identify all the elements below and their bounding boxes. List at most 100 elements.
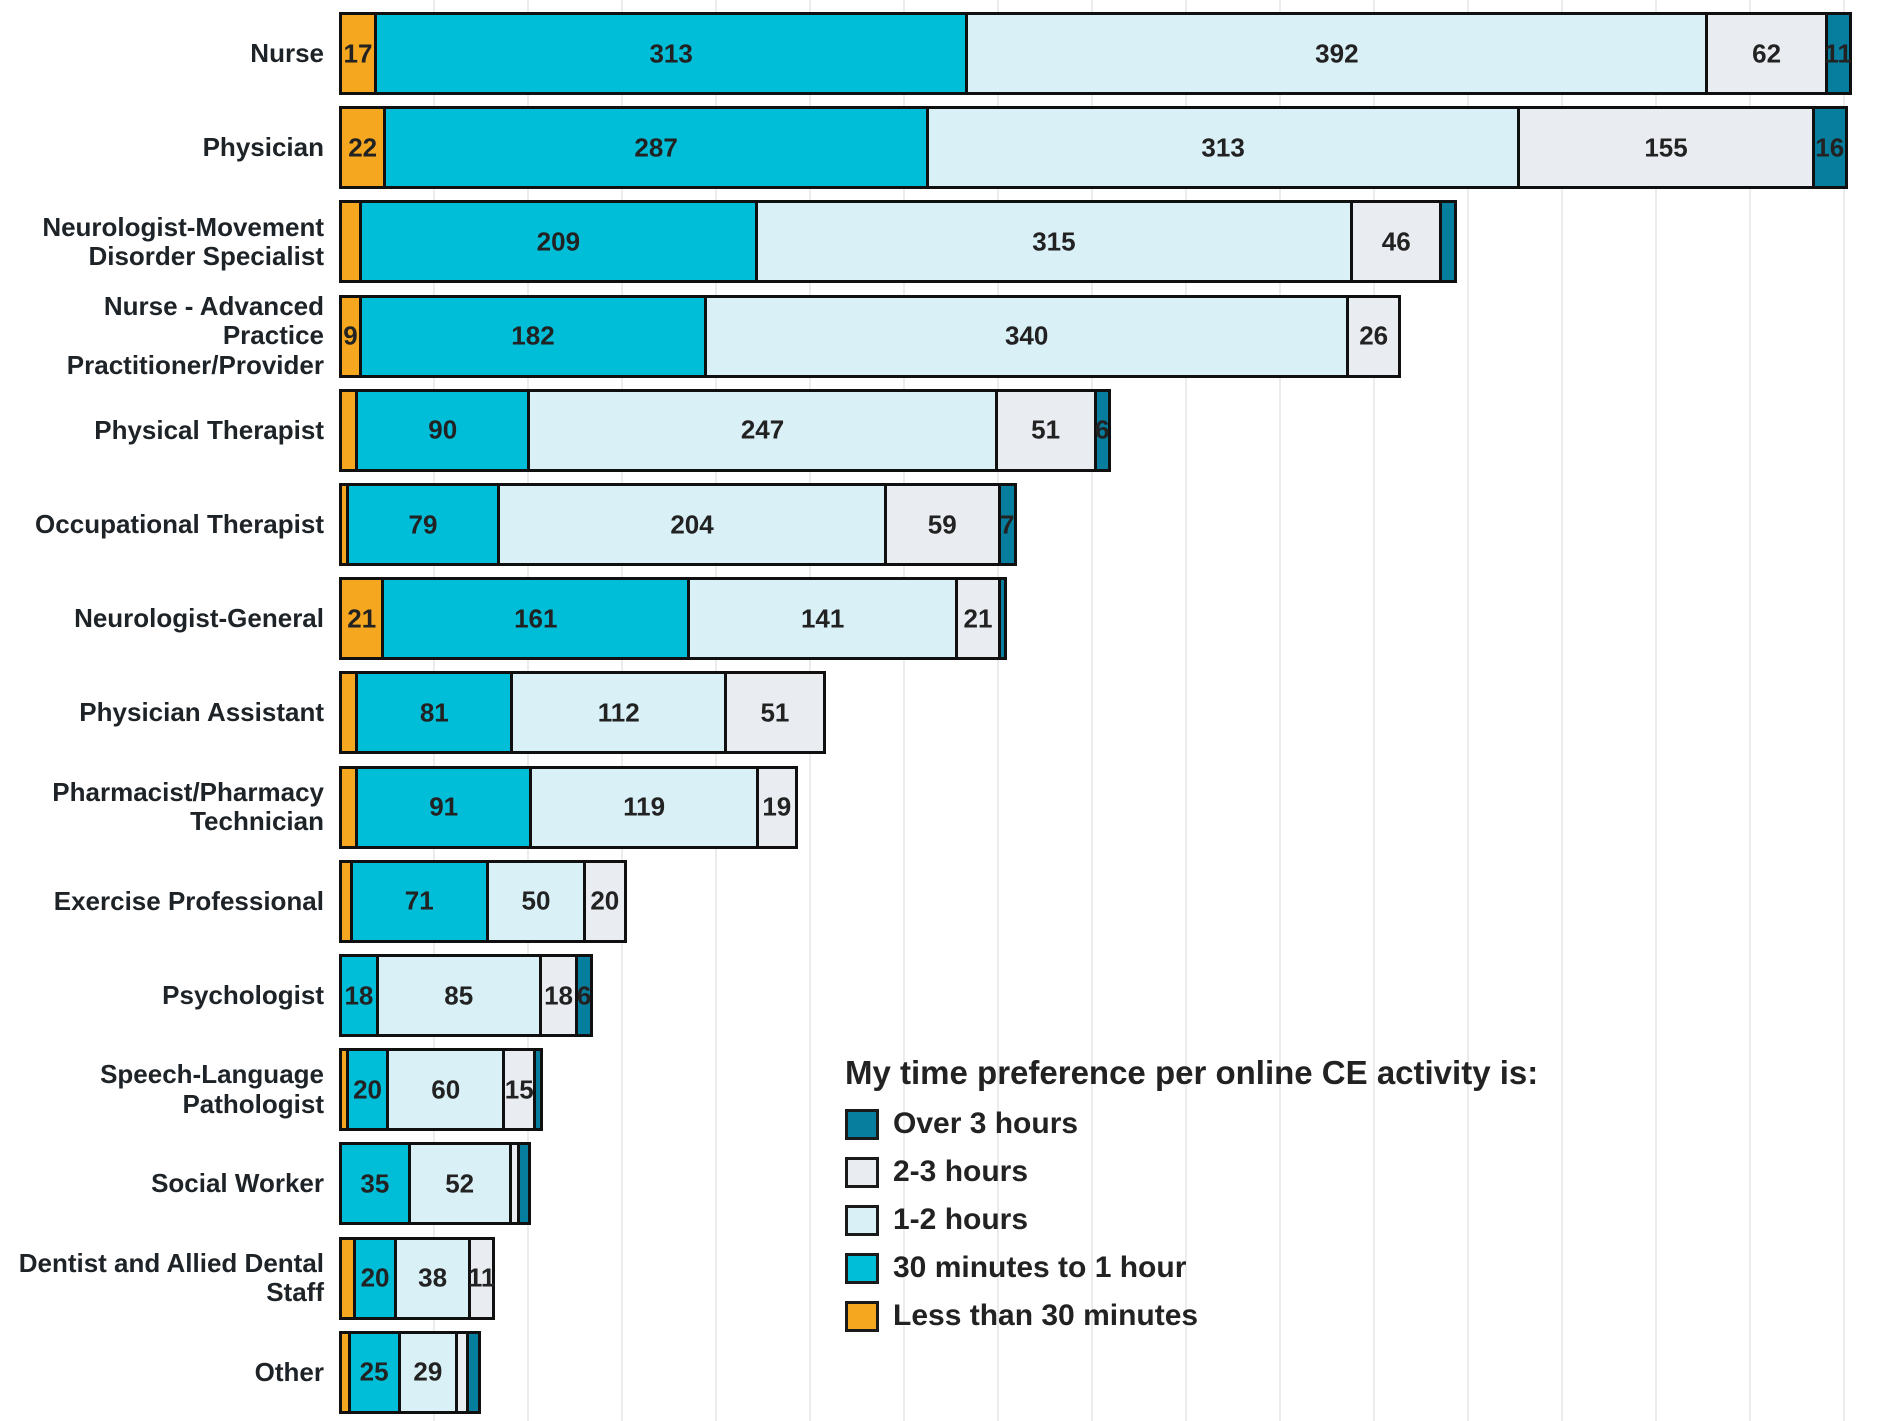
gridline	[1467, 0, 1469, 1421]
bar-row: 90 247 51 6	[339, 388, 1111, 472]
bar-value-label: 313	[1201, 132, 1245, 163]
legend-label: 1-2 hours	[893, 1203, 1029, 1236]
legend-swatch	[845, 1156, 879, 1188]
category-label: Social Worker	[151, 1168, 324, 1199]
bar-value-label: 91	[429, 791, 459, 822]
legend-swatch	[845, 1300, 879, 1332]
bar-segment: 79	[348, 486, 501, 563]
category-label: Occupational Therapist	[35, 508, 324, 539]
bar-segment: 6	[577, 957, 591, 1034]
bar-segment: 11	[468, 1239, 495, 1317]
bar-segment: 90	[358, 391, 531, 469]
bar-segment: 50	[488, 862, 586, 940]
gridline	[1279, 0, 1281, 1421]
bar-segment: 392	[968, 15, 1709, 92]
bar-row: 9 182 340 26	[339, 294, 1402, 378]
bar-value-label: 119	[623, 791, 666, 822]
bar-value-label: 204	[670, 509, 714, 539]
bar-segment: 21	[342, 580, 385, 658]
bar-segment: 25	[350, 1333, 401, 1411]
bar-segment: 161	[384, 580, 691, 658]
bar-segment: 91	[358, 768, 533, 846]
gridline	[1843, 0, 1845, 1421]
bar-value-label: 50	[521, 885, 551, 916]
bar-row: 20 38 11	[339, 1236, 495, 1320]
legend-swatch	[845, 1204, 879, 1236]
gridline	[1373, 0, 1375, 1421]
bar-value-label: 18	[344, 980, 374, 1010]
bar-segment: 81	[358, 674, 514, 752]
bar-segment: 20	[348, 1051, 390, 1129]
bar-value-label: 46	[1381, 226, 1411, 257]
bar-value-label: 52	[445, 1168, 475, 1199]
legend-item: 2-3 hours	[845, 1148, 1538, 1196]
bar-segment: 6	[1095, 391, 1109, 469]
bar-value-label: 155	[1644, 132, 1688, 163]
bar-segment: 18	[342, 957, 379, 1034]
bar-segment	[342, 862, 353, 940]
bar-segment: 182	[361, 297, 708, 375]
category-label: Physician Assistant	[79, 697, 324, 728]
legend: My time preference per online CE activit…	[845, 1054, 1538, 1340]
gridline	[1185, 0, 1187, 1421]
category-label: Physician	[202, 132, 324, 162]
bar-value-label: 60	[431, 1074, 461, 1105]
bar-value-label: 20	[590, 885, 620, 916]
bar-value-label: 51	[1031, 414, 1061, 445]
bar-segment: 59	[886, 486, 1001, 563]
category-label: Psychologist	[162, 979, 324, 1010]
category-label: Other	[254, 1356, 324, 1387]
category-label: Speech-Language Pathologist	[100, 1059, 324, 1119]
bar-value-label: 141	[800, 603, 845, 634]
bar-row: 21 161 141 21	[339, 577, 1008, 661]
bar-value-label: 247	[740, 414, 785, 445]
bar-segment: 155	[1520, 109, 1815, 187]
legend-swatch	[845, 1252, 879, 1284]
category-label: Physical Therapist	[94, 414, 324, 445]
bar-value-label: 313	[649, 38, 693, 68]
bar-segment	[342, 1051, 349, 1129]
bar-segment: 19	[758, 768, 795, 846]
bar-segment: 287	[386, 109, 929, 187]
bar-row: 25 29	[339, 1330, 482, 1414]
legend-label: 30 minutes to 1 hour	[893, 1251, 1187, 1284]
bar-segment	[342, 486, 349, 563]
bar-row: 22 287 313 155 16	[339, 106, 1848, 190]
bar-value-label: 19	[762, 791, 792, 822]
bar-value-label: 38	[418, 1262, 448, 1293]
category-label: Dentist and Allied Dental Staff	[18, 1247, 324, 1308]
bar-segment: 60	[389, 1051, 506, 1129]
legend-item: 1-2 hours	[845, 1196, 1538, 1244]
bar-row: 81 112 51	[339, 671, 826, 755]
bar-segment: 51	[726, 674, 823, 752]
bar-value-label: 7	[1000, 509, 1015, 539]
bar-segment: 20	[356, 1239, 397, 1317]
gridline	[997, 0, 999, 1421]
bar-value-label: 21	[963, 603, 993, 634]
bar-value-label: 62	[1752, 38, 1782, 68]
legend-swatch	[845, 1108, 879, 1140]
bar-segment: 52	[410, 1145, 512, 1223]
bar-value-label: 35	[360, 1168, 390, 1199]
bar-segment	[342, 1333, 351, 1411]
bar-value-label: 392	[1315, 38, 1359, 68]
legend-item: Over 3 hours	[845, 1100, 1538, 1148]
legend-label: Less than 30 minutes	[893, 1299, 1199, 1332]
bar-segment	[342, 203, 362, 281]
bar-segment: 119	[532, 768, 759, 846]
bar-segment	[342, 391, 359, 469]
legend-label: 2-3 hours	[893, 1155, 1029, 1188]
bar-value-label: 20	[353, 1074, 383, 1105]
bar-value-label: 71	[404, 885, 434, 916]
category-label: Nurse	[250, 37, 324, 68]
category-label: Neurologist-Movement Disorder Specialist	[42, 211, 324, 271]
bar-value-label: 22	[348, 132, 378, 163]
bar-segment	[520, 1145, 528, 1223]
bar-segment: 18	[541, 957, 579, 1034]
legend-item: 30 minutes to 1 hour	[845, 1244, 1538, 1292]
bar-segment	[458, 1333, 469, 1411]
bar-row: 17 313 392 62 11	[339, 12, 1852, 95]
bar-row: 35 52	[339, 1142, 531, 1226]
bar-segment: 62	[1708, 15, 1828, 92]
